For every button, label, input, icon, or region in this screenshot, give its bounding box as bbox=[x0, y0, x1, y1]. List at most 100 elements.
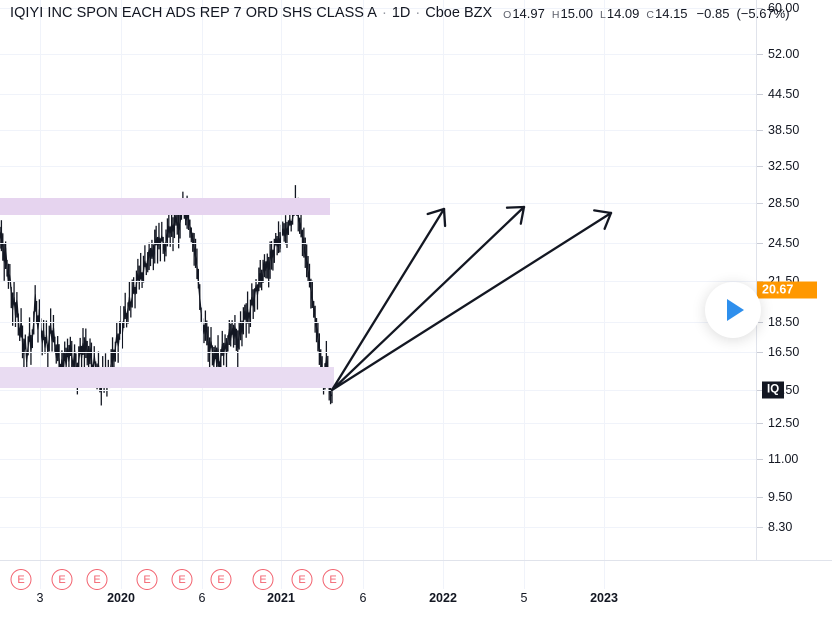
time-tick-label: 2021 bbox=[267, 591, 295, 605]
price-series bbox=[0, 185, 333, 406]
gridline bbox=[40, 0, 41, 560]
ohlc-high-label: H bbox=[551, 8, 560, 21]
chart-header: IQIYI INC SPON EACH ADS REP 7 ORD SHS CL… bbox=[0, 0, 832, 26]
earnings-marker[interactable]: E bbox=[86, 569, 108, 590]
ohlc-change: −0.85 bbox=[696, 5, 730, 21]
gridline bbox=[0, 94, 756, 95]
ohlc-low: L 14.09 bbox=[600, 6, 639, 21]
price-tick-label: 28.50 bbox=[768, 196, 800, 210]
price-tick-label: 11.00 bbox=[768, 452, 799, 466]
gridline bbox=[121, 0, 122, 560]
gridline bbox=[524, 0, 525, 560]
gridline bbox=[363, 0, 364, 560]
price-tick-label: 32.50 bbox=[768, 159, 800, 173]
earnings-marker[interactable]: E bbox=[136, 569, 158, 590]
price-tick-mark bbox=[757, 203, 763, 204]
price-tick-mark bbox=[757, 166, 763, 167]
gridline bbox=[0, 497, 756, 498]
gridline bbox=[202, 0, 203, 560]
ohlc-low-label: L bbox=[600, 8, 606, 21]
projection-arrows[interactable] bbox=[0, 0, 756, 560]
earnings-marker[interactable]: E bbox=[10, 569, 32, 590]
price-tick-label: 44.50 bbox=[768, 87, 800, 101]
time-tick-label: 6 bbox=[198, 591, 206, 605]
time-gridline bbox=[604, 561, 605, 589]
time-tick-label: 6 bbox=[359, 591, 367, 605]
time-tick-label: 2022 bbox=[429, 591, 457, 605]
ohlc-close-label: C bbox=[646, 8, 654, 21]
price-tick-mark bbox=[757, 243, 763, 244]
time-gridline bbox=[40, 561, 41, 589]
ohlc-high-value: 15.00 bbox=[560, 5, 594, 21]
price-tick-mark bbox=[757, 130, 763, 131]
time-gridline bbox=[121, 561, 122, 589]
time-tick-label: 2020 bbox=[107, 591, 135, 605]
header-separator-1: · bbox=[382, 5, 387, 21]
ohlc-close: C 14.15 bbox=[646, 6, 687, 21]
price-tick-mark bbox=[757, 322, 763, 323]
gridline bbox=[0, 459, 756, 460]
time-tick-label: 5 bbox=[520, 591, 528, 605]
gridline bbox=[0, 322, 756, 323]
play-replay-button[interactable] bbox=[705, 282, 761, 338]
symbol-price-badge[interactable]: IQ bbox=[762, 381, 785, 399]
gridline bbox=[604, 0, 605, 560]
time-gridline bbox=[443, 561, 444, 589]
gridline bbox=[0, 166, 756, 167]
last-price-badge[interactable]: 20.67 bbox=[757, 281, 817, 299]
price-tick-label: 16.50 bbox=[768, 345, 800, 359]
gridline bbox=[0, 8, 756, 9]
price-tick-mark bbox=[757, 54, 763, 55]
interval-label[interactable]: 1D bbox=[391, 5, 411, 21]
price-tick-label: 9.50 bbox=[768, 490, 793, 504]
price-tick-label: 60.00 bbox=[768, 1, 800, 15]
gridline bbox=[0, 243, 756, 244]
earnings-marker[interactable]: E bbox=[252, 569, 274, 590]
earnings-marker[interactable]: E bbox=[322, 569, 344, 590]
time-gridline bbox=[363, 561, 364, 589]
gridline bbox=[0, 390, 756, 391]
price-tick-label: 18.50 bbox=[768, 315, 800, 329]
time-gridline bbox=[202, 561, 203, 589]
header-separator-2: · bbox=[415, 5, 421, 21]
earnings-marker[interactable]: E bbox=[291, 569, 313, 590]
earnings-marker[interactable]: E bbox=[171, 569, 193, 590]
ohlc-open: O 14.97 bbox=[503, 6, 545, 21]
price-tick-mark bbox=[757, 390, 763, 391]
price-tick-label: 24.50 bbox=[768, 236, 800, 250]
play-icon bbox=[727, 299, 744, 321]
price-tick-mark bbox=[757, 527, 763, 528]
price-tick-mark bbox=[757, 459, 763, 460]
price-tick-mark bbox=[757, 94, 763, 95]
ohlc-low-value: 14.09 bbox=[606, 5, 640, 21]
price-tick-mark bbox=[757, 423, 763, 424]
earnings-marker[interactable]: E bbox=[51, 569, 73, 590]
symbol-title[interactable]: IQIYI INC SPON EACH ADS REP 7 ORD SHS CL… bbox=[10, 5, 378, 21]
price-axis[interactable]: 60.0052.0044.5038.5032.5028.5024.5021.50… bbox=[756, 0, 832, 560]
exchange-label[interactable]: Cboe BZX bbox=[425, 5, 493, 21]
gridline bbox=[443, 0, 444, 560]
gridline bbox=[0, 130, 756, 131]
gridline bbox=[0, 54, 756, 55]
price-tick-label: 12.50 bbox=[768, 416, 800, 430]
earnings-marker[interactable]: E bbox=[210, 569, 232, 590]
price-tick-mark bbox=[757, 497, 763, 498]
ohlc-close-value: 14.15 bbox=[655, 5, 688, 21]
support-zone[interactable] bbox=[0, 367, 334, 388]
time-gridline bbox=[281, 561, 282, 589]
time-tick-label: 3 bbox=[36, 591, 44, 605]
ohlc-high: H 15.00 bbox=[552, 6, 593, 21]
resistance-zone[interactable] bbox=[0, 198, 330, 215]
price-tick-label: 52.00 bbox=[768, 47, 800, 61]
gridline bbox=[0, 352, 756, 353]
price-tick-label: 8.30 bbox=[768, 520, 793, 534]
price-tick-mark bbox=[757, 352, 763, 353]
ohlc-change-percent: (−5.67%) bbox=[736, 5, 790, 21]
chart-plot-area[interactable] bbox=[0, 0, 756, 560]
ohlc-open-label: O bbox=[503, 8, 512, 21]
gridline bbox=[0, 527, 756, 528]
gridline bbox=[281, 0, 282, 560]
price-tick-mark bbox=[757, 8, 763, 9]
